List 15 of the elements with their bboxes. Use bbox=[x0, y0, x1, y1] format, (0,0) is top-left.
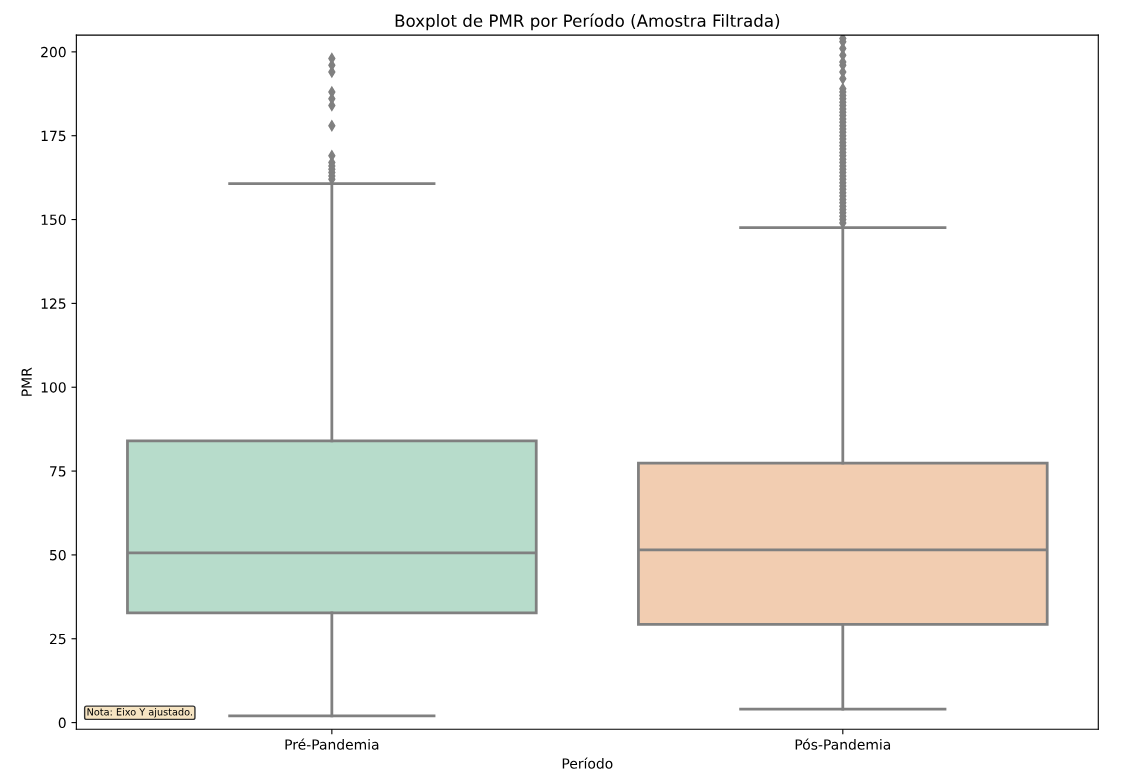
x-tick-label: Pré-Pandemia bbox=[285, 738, 379, 750]
y-tick-label: 150 bbox=[41, 214, 66, 226]
y-tick-label: 125 bbox=[41, 298, 66, 309]
y-tick-label: 25 bbox=[49, 633, 66, 645]
chart-title: Boxplot de PMR por Período (Amostra Filtrada) bbox=[395, 13, 780, 31]
x-tick-label: Pós-Pandemia bbox=[795, 738, 891, 750]
y-axis-title: PMR bbox=[21, 367, 32, 396]
y-tick-label: 0 bbox=[58, 717, 66, 729]
y-tick-label: 50 bbox=[50, 549, 66, 561]
y-tick-label: 175 bbox=[41, 130, 66, 142]
y-tick-label: 200 bbox=[41, 46, 66, 58]
y-tick-label: 100 bbox=[41, 382, 66, 393]
x-axis-title: Período bbox=[562, 757, 613, 769]
y-tick-label: 75 bbox=[50, 466, 66, 477]
annotation: Nota: Eixo Y ajustado. bbox=[87, 708, 192, 718]
